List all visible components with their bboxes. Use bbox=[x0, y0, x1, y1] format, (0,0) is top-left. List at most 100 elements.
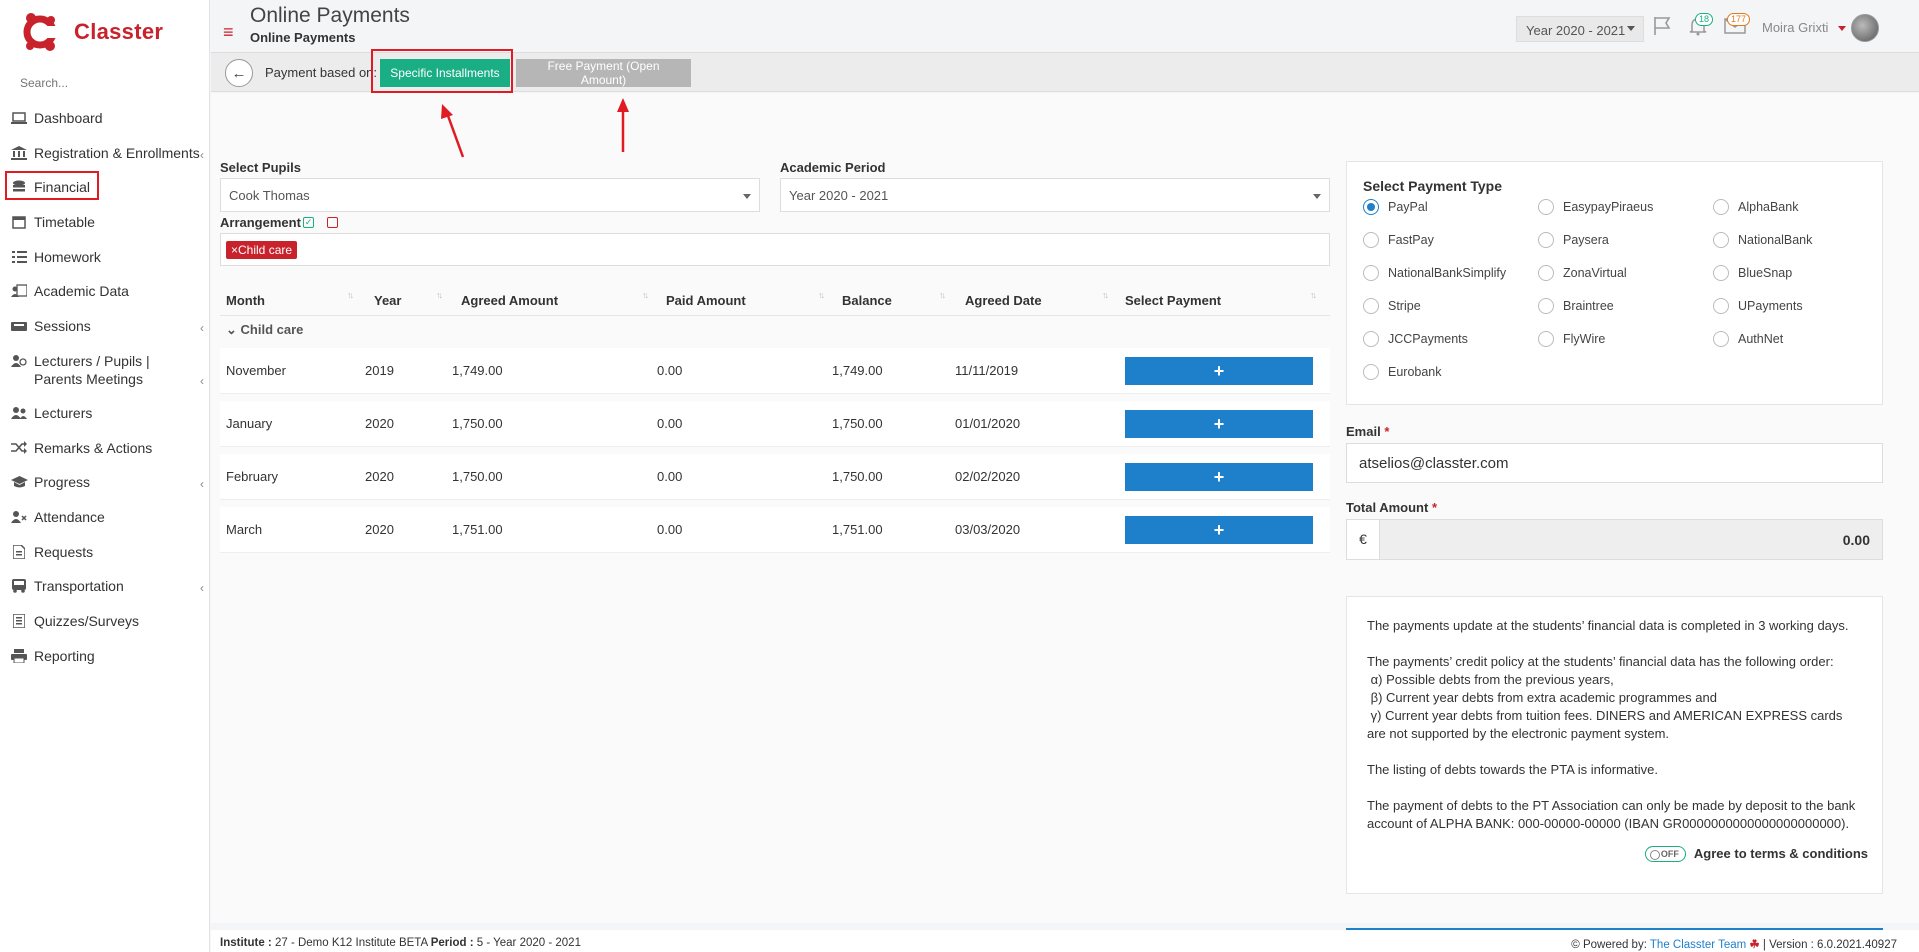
sort-icon[interactable]: ↑↓ bbox=[436, 290, 443, 300]
payment-option-nationalbanksimplify[interactable]: NationalBankSimplify bbox=[1363, 265, 1506, 281]
payment-option-jccpayments[interactable]: JCCPayments bbox=[1363, 331, 1468, 347]
sidebar-item-quizzes[interactable]: Quizzes/Surveys bbox=[0, 612, 210, 647]
sidebar-item-homework[interactable]: Homework bbox=[0, 248, 210, 283]
free-payment-button[interactable]: Free Payment (Open Amount) bbox=[516, 59, 691, 87]
sidebar-item-dashboard[interactable]: Dashboard bbox=[0, 109, 210, 144]
sidebar-item-lecturers[interactable]: Lecturers bbox=[0, 404, 210, 439]
sort-icon[interactable]: ↑↓ bbox=[1310, 290, 1317, 300]
caret-down-icon[interactable] bbox=[1838, 26, 1846, 31]
sidebar-item-label: Academic Data bbox=[34, 283, 129, 300]
payment-option-easypaypiraeus[interactable]: EasypayPiraeus bbox=[1538, 199, 1653, 215]
radio-button[interactable] bbox=[1538, 331, 1554, 347]
add-payment-button[interactable]: + bbox=[1125, 410, 1313, 438]
sidebar-item-registration[interactable]: Registration & Enrollments ‹ bbox=[0, 144, 210, 179]
radio-button[interactable] bbox=[1363, 331, 1379, 347]
select-pupils-dropdown[interactable]: Cook Thomas bbox=[220, 178, 760, 212]
radio-button[interactable] bbox=[1538, 298, 1554, 314]
classter-logo[interactable]: Classter bbox=[20, 10, 163, 54]
footer: Institute : 27 - Demo K12 Institute BETA… bbox=[211, 930, 1919, 952]
payment-option-label: EasypayPiraeus bbox=[1563, 200, 1654, 214]
column-header-year[interactable]: Year bbox=[374, 293, 402, 308]
payment-option-paysera[interactable]: Paysera bbox=[1538, 232, 1609, 248]
radio-button[interactable] bbox=[1363, 364, 1379, 380]
column-header-month[interactable]: Month bbox=[226, 293, 265, 308]
payment-option-alphabank[interactable]: AlphaBank bbox=[1713, 199, 1798, 215]
radio-button[interactable] bbox=[1538, 199, 1554, 215]
avatar[interactable] bbox=[1851, 14, 1879, 42]
sidebar-item-reporting[interactable]: Reporting bbox=[0, 647, 210, 682]
sidebar-item-financial[interactable]: Financial bbox=[0, 171, 210, 213]
specific-installments-button[interactable]: Specific Installments bbox=[380, 59, 510, 87]
sort-icon[interactable]: ↑↓ bbox=[347, 290, 354, 300]
radio-button[interactable] bbox=[1538, 265, 1554, 281]
column-header-balance[interactable]: Balance bbox=[842, 293, 892, 308]
payment-option-fastpay[interactable]: FastPay bbox=[1363, 232, 1434, 248]
sidebar-item-label: Remarks & Actions bbox=[34, 439, 153, 456]
column-header-select-payment[interactable]: Select Payment bbox=[1125, 293, 1222, 308]
sort-icon[interactable]: ↑↓ bbox=[642, 290, 649, 300]
divider bbox=[1346, 928, 1883, 930]
radio-button[interactable] bbox=[1363, 265, 1379, 281]
column-header-agreed-date[interactable]: Agreed Date bbox=[965, 293, 1042, 308]
institute-label: Institute : bbox=[220, 937, 272, 949]
deselect-all-icon[interactable] bbox=[327, 217, 338, 228]
sidebar-item-label: Timetable bbox=[34, 214, 95, 231]
payment-option-braintree[interactable]: Braintree bbox=[1538, 298, 1614, 314]
cell-balance: 1,749.00 bbox=[832, 363, 883, 378]
radio-button[interactable] bbox=[1713, 232, 1729, 248]
email-label: Email * bbox=[1346, 424, 1389, 439]
required-mark: * bbox=[1431, 500, 1438, 515]
flag-icon[interactable] bbox=[1652, 16, 1672, 41]
add-payment-button[interactable]: + bbox=[1125, 357, 1313, 385]
sidebar-item-requests[interactable]: Requests bbox=[0, 543, 210, 578]
institution-icon bbox=[10, 145, 28, 161]
sidebar-item-timetable[interactable]: Timetable bbox=[0, 213, 210, 248]
group-label: ⌄ Child care bbox=[226, 322, 304, 337]
payment-option-paypal[interactable]: PayPal bbox=[1363, 199, 1428, 215]
sidebar-item-attendance[interactable]: Attendance bbox=[0, 508, 210, 543]
add-payment-button[interactable]: + bbox=[1125, 516, 1313, 544]
sort-icon[interactable]: ↑↓ bbox=[939, 290, 946, 300]
table-group-row[interactable]: ⌄ Child care bbox=[220, 315, 1330, 341]
sort-icon[interactable]: ↑↓ bbox=[818, 290, 825, 300]
email-field[interactable] bbox=[1346, 443, 1883, 483]
terms-label: Agree to terms & conditions bbox=[1693, 846, 1868, 861]
academic-period-dropdown[interactable]: Year 2020 - 2021 bbox=[780, 178, 1330, 212]
radio-button[interactable] bbox=[1713, 265, 1729, 281]
radio-button[interactable] bbox=[1363, 298, 1379, 314]
payment-option-flywire[interactable]: FlyWire bbox=[1538, 331, 1605, 347]
sidebar-item-progress[interactable]: Progress ‹ bbox=[0, 473, 210, 508]
select-all-icon[interactable]: ✓ bbox=[303, 217, 314, 228]
payment-option-authnet[interactable]: AuthNet bbox=[1713, 331, 1783, 347]
radio-button[interactable] bbox=[1363, 199, 1379, 215]
payment-option-bluesnap[interactable]: BlueSnap bbox=[1713, 265, 1792, 281]
payment-option-upayments[interactable]: UPayments bbox=[1713, 298, 1803, 314]
sidebar-item-academic-data[interactable]: Academic Data bbox=[0, 282, 210, 317]
radio-button[interactable] bbox=[1713, 331, 1729, 347]
column-header-agreed-amount[interactable]: Agreed Amount bbox=[461, 293, 559, 308]
terms-toggle[interactable]: OFF bbox=[1644, 846, 1686, 862]
payment-option-stripe[interactable]: Stripe bbox=[1363, 298, 1421, 314]
payment-option-eurobank[interactable]: Eurobank bbox=[1363, 364, 1442, 380]
arrangement-input[interactable]: ×Child care bbox=[220, 233, 1330, 266]
back-button[interactable]: ← bbox=[225, 59, 253, 87]
sidebar-item-remarks[interactable]: Remarks & Actions bbox=[0, 439, 210, 474]
radio-button[interactable] bbox=[1713, 199, 1729, 215]
column-header-paid-amount[interactable]: Paid Amount bbox=[666, 293, 746, 308]
classter-team-link[interactable]: The Classter Team bbox=[1649, 939, 1747, 951]
radio-button[interactable] bbox=[1538, 232, 1554, 248]
sidebar-item-transportation[interactable]: Transportation ‹ bbox=[0, 577, 210, 612]
year-select[interactable]: Year 2020 - 2021 bbox=[1516, 16, 1644, 42]
radio-button[interactable] bbox=[1363, 232, 1379, 248]
user-name[interactable]: Moira Grixti bbox=[1762, 20, 1829, 35]
payment-option-zonavirtual[interactable]: ZonaVirtual bbox=[1538, 265, 1627, 281]
sort-icon[interactable]: ↑↓ bbox=[1102, 290, 1109, 300]
arrangement-tag[interactable]: ×Child care bbox=[226, 241, 298, 259]
add-payment-button[interactable]: + bbox=[1125, 463, 1313, 491]
radio-button[interactable] bbox=[1713, 298, 1729, 314]
sidebar-item-meetings[interactable]: Lecturers / Pupils | Parents Meetings ‹ bbox=[0, 352, 210, 404]
hamburger-menu-icon[interactable]: ≡ bbox=[223, 22, 234, 42]
sidebar-item-sessions[interactable]: Sessions ‹ bbox=[0, 317, 210, 352]
sidebar-search-input[interactable] bbox=[20, 76, 190, 90]
payment-option-nationalbank[interactable]: NationalBank bbox=[1713, 232, 1812, 248]
